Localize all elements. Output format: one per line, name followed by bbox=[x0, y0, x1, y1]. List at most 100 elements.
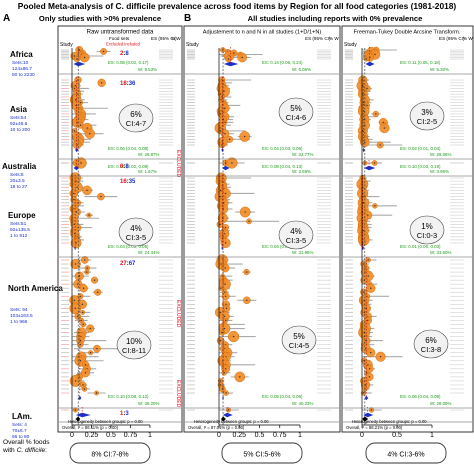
heterogeneity-text: Heterogeneity between groups: p = 0.00 bbox=[194, 419, 269, 424]
study-point bbox=[225, 392, 227, 394]
region-percent-value: 4% bbox=[130, 224, 142, 233]
region-percent-ci: CI:0-3 bbox=[417, 231, 437, 240]
overall-box-c-text: 4% CI:3-6% bbox=[387, 452, 424, 459]
study-point bbox=[88, 214, 90, 216]
col-es-c: ES (95% CI) bbox=[439, 36, 465, 41]
region-ratio: 1:3 bbox=[120, 411, 129, 417]
study-point bbox=[225, 303, 227, 306]
region-es-label: ES: 0.08 (0.02, 0.17) bbox=[108, 60, 149, 65]
study-point bbox=[223, 327, 226, 330]
study-point bbox=[219, 223, 221, 226]
region-n-north-america: 103±163.5 bbox=[10, 313, 33, 319]
x-tick-label: 0.75 bbox=[273, 432, 287, 439]
region-percent-value: 1% bbox=[421, 222, 433, 231]
study-point bbox=[76, 144, 78, 146]
study-point bbox=[248, 220, 250, 223]
study-point bbox=[89, 132, 91, 135]
region-sets-asia: Sets:54 bbox=[10, 115, 27, 121]
region-percent-ci: CI:3-5 bbox=[286, 236, 306, 245]
study-point bbox=[241, 56, 243, 59]
region-range-australia: 18 to 27 bbox=[10, 184, 28, 190]
region-es-label: ES: 0.11 (0.05, 0.18) bbox=[400, 60, 441, 65]
region-percent-value: 6% bbox=[130, 110, 142, 119]
pooled-diamond bbox=[75, 412, 91, 418]
panel-b-left-border bbox=[183, 25, 341, 433]
x-tick-label: 0.5 bbox=[392, 432, 402, 439]
region-n-australia: 20±3.5 bbox=[10, 178, 25, 184]
study-markers-layer bbox=[69, 46, 390, 413]
study-point bbox=[84, 259, 86, 261]
panel-a-border bbox=[57, 25, 183, 433]
region-weight-label: W: 5.30% bbox=[430, 67, 449, 72]
study-point bbox=[223, 315, 226, 318]
region-summary-layer: ES: 0.08 (0.02, 0.17) W: 9.53% ES: 0.14 (0… bbox=[59, 47, 472, 423]
study-point bbox=[364, 162, 366, 164]
study-point bbox=[74, 263, 77, 265]
region-weight-label: W: 40.23% bbox=[292, 401, 313, 406]
study-point bbox=[232, 335, 235, 338]
pooled-diamond bbox=[362, 245, 365, 251]
region-weight-label: W: 1.67% bbox=[138, 169, 157, 174]
x-tick-label: 1 bbox=[430, 432, 434, 439]
study-point bbox=[227, 58, 230, 60]
study-point bbox=[79, 339, 82, 342]
study-point bbox=[243, 135, 246, 138]
study-point bbox=[74, 307, 76, 310]
study-point bbox=[224, 226, 227, 229]
study-point bbox=[74, 380, 77, 382]
region-percent-value: 10% bbox=[126, 337, 142, 346]
study-point bbox=[379, 356, 382, 358]
study-point bbox=[84, 372, 87, 374]
region-weight-label: W: 32.77% bbox=[292, 152, 313, 157]
study-point bbox=[364, 384, 367, 386]
region-es-label: ES: 0.01 (0.00, 0.03) bbox=[400, 244, 441, 249]
study-point bbox=[224, 192, 227, 195]
study-point bbox=[231, 162, 233, 164]
region-sets-lam: Sets: 4 bbox=[12, 422, 27, 428]
study-point bbox=[80, 162, 82, 164]
region-percent-ellipse bbox=[118, 217, 154, 247]
region-range-europe: 1 to 912 bbox=[10, 233, 28, 239]
study-point bbox=[223, 90, 225, 93]
study-point bbox=[223, 372, 225, 374]
region-n-europe: 92±135.5 bbox=[10, 227, 30, 233]
region-sets-africa: Sets:10 bbox=[12, 60, 29, 66]
study-point bbox=[82, 287, 85, 289]
study-point bbox=[96, 291, 99, 293]
col-w-a: % W bbox=[171, 36, 181, 41]
region-name-africa: Africa bbox=[10, 50, 33, 59]
region-weight-label: W: 36.20% bbox=[138, 401, 159, 406]
region-ratio: 0:8 bbox=[120, 164, 129, 170]
region-percent-value: 3% bbox=[421, 108, 433, 117]
region-weight-label: W: 9.53% bbox=[138, 67, 157, 72]
study-point bbox=[73, 130, 76, 132]
study-point bbox=[89, 351, 92, 354]
study-point bbox=[224, 267, 226, 269]
study-point bbox=[219, 130, 222, 132]
pooled-diamond bbox=[365, 61, 375, 67]
study-point bbox=[73, 198, 75, 201]
study-point bbox=[362, 202, 365, 204]
study-point bbox=[81, 303, 84, 306]
study-point bbox=[219, 195, 221, 198]
pooled-diamond bbox=[363, 412, 374, 418]
overall-box-a-text: 8% CI:7-8% bbox=[91, 452, 128, 459]
study-point bbox=[221, 144, 223, 146]
region-range-asia: 10 to 200 bbox=[10, 127, 30, 133]
overall-footer-line2: with C. difficile: bbox=[2, 447, 47, 454]
col-study-a: Study bbox=[60, 42, 73, 48]
study-point bbox=[366, 87, 368, 90]
region-percent-ci: CI:4-6 bbox=[286, 113, 306, 122]
region-name-europe: Europe bbox=[8, 211, 36, 220]
pooled-diamond bbox=[364, 165, 376, 171]
region-percent-ellipse bbox=[413, 329, 449, 359]
panel-a-header: Only studies with >0% prevalence bbox=[39, 14, 161, 23]
panel-b-right-border bbox=[341, 25, 474, 433]
study-point bbox=[95, 392, 98, 394]
region-labels: Africa Sets:10 124±86.7 50 to 2230 Asia … bbox=[2, 50, 63, 440]
region-weight-label: W: 33.60% bbox=[430, 250, 451, 255]
study-point bbox=[219, 384, 222, 386]
study-point bbox=[233, 52, 235, 54]
study-point bbox=[244, 211, 246, 213]
region-percent-ellipse bbox=[409, 101, 445, 131]
